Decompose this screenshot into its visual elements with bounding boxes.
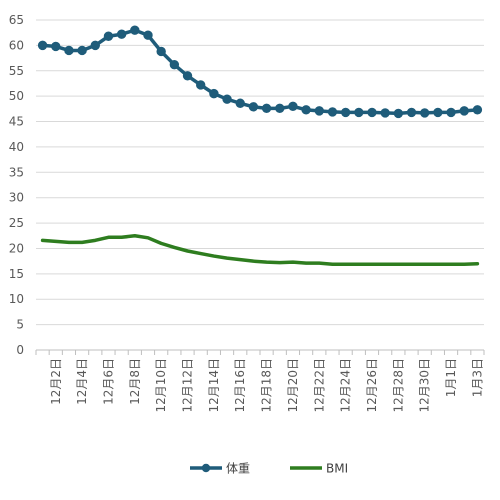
data-point	[64, 45, 74, 56]
y-tick-label: 20	[9, 241, 24, 255]
data-point	[261, 103, 272, 114]
x-tick-label: 12月26日	[365, 358, 379, 413]
y-tick-labels: 0 5 10 15 20 25 30 35 40 45 50 55 60 65	[9, 13, 24, 357]
x-tick-label: 12月28日	[391, 358, 405, 413]
series-line-1	[40, 28, 480, 116]
x-tick-label: 12月8日	[128, 358, 142, 405]
data-point	[77, 45, 87, 56]
x-tick-label: 12月24日	[339, 358, 353, 413]
x-tick-label: 12月2日	[49, 358, 63, 405]
x-tick-labels: 12月2日 12月4日 12月6日 12月8日 12月10日 12月12日 12月14日 12…	[49, 358, 485, 413]
gridlines	[36, 19, 484, 326]
legend-marker	[201, 463, 211, 473]
y-tick-label: 60	[9, 38, 24, 52]
legend-label-1: 体重	[226, 462, 250, 476]
data-point	[327, 107, 338, 117]
x-tick-label: 12月12日	[181, 358, 195, 413]
y-tick-label: 35	[9, 165, 24, 179]
data-point	[196, 80, 206, 90]
series	[37, 25, 483, 266]
data-point	[235, 98, 245, 108]
y-tick-label: 30	[9, 191, 24, 205]
data-point	[51, 41, 61, 52]
data-point	[103, 31, 114, 41]
data-point	[393, 108, 404, 119]
data-point	[116, 29, 127, 39]
data-point	[209, 88, 219, 99]
data-point	[472, 105, 483, 115]
data-point	[314, 106, 324, 116]
data-point	[380, 108, 390, 118]
data-point	[340, 107, 351, 118]
x-tick-label: 12月20日	[286, 358, 300, 413]
x-tick-label: 12月14日	[207, 358, 221, 413]
data-point	[301, 105, 311, 115]
legend: 体重 BMI	[190, 462, 348, 476]
legend-label-2: BMI	[326, 462, 348, 476]
x-tick-label: 12月16日	[233, 358, 247, 413]
y-tick-label: 40	[9, 140, 24, 154]
data-point	[143, 30, 153, 40]
axes	[35, 349, 485, 355]
data-point	[182, 71, 193, 81]
x-tick-label: 12月10日	[154, 358, 168, 413]
data-point	[156, 46, 166, 57]
y-tick-label: 25	[9, 216, 24, 230]
x-tick-label: 1月1日	[444, 358, 458, 397]
data-point	[446, 107, 456, 118]
y-tick-label: 50	[9, 89, 24, 103]
data-point	[130, 25, 140, 35]
data-point	[169, 59, 180, 70]
data-point	[420, 108, 430, 118]
y-tick-label: 10	[9, 292, 24, 306]
data-point	[248, 102, 259, 112]
y-tick-label: 55	[9, 64, 24, 78]
y-tick-label: 5	[16, 318, 24, 332]
x-tick-label: 12月30日	[418, 358, 432, 413]
y-tick-label: 15	[9, 267, 24, 281]
y-tick-label: 45	[9, 115, 24, 129]
y-tick-label: 65	[9, 13, 24, 27]
data-point	[459, 106, 469, 116]
data-point	[288, 101, 298, 112]
x-tick-label: 12月18日	[260, 358, 274, 413]
data-point	[222, 94, 232, 104]
data-point	[275, 103, 285, 114]
data-point	[406, 107, 417, 118]
data-point	[367, 107, 377, 118]
data-point	[90, 40, 100, 51]
data-point	[37, 40, 48, 51]
data-point	[433, 107, 443, 118]
x-tick-label: 12月22日	[312, 358, 326, 413]
x-tick-label: 1月3日	[470, 358, 484, 397]
series-line-2	[40, 234, 480, 266]
data-point	[354, 107, 364, 118]
x-tick-label: 12月6日	[101, 358, 115, 405]
y-tick-label: 0	[16, 343, 24, 357]
x-tick-label: 12月4日	[75, 358, 89, 405]
